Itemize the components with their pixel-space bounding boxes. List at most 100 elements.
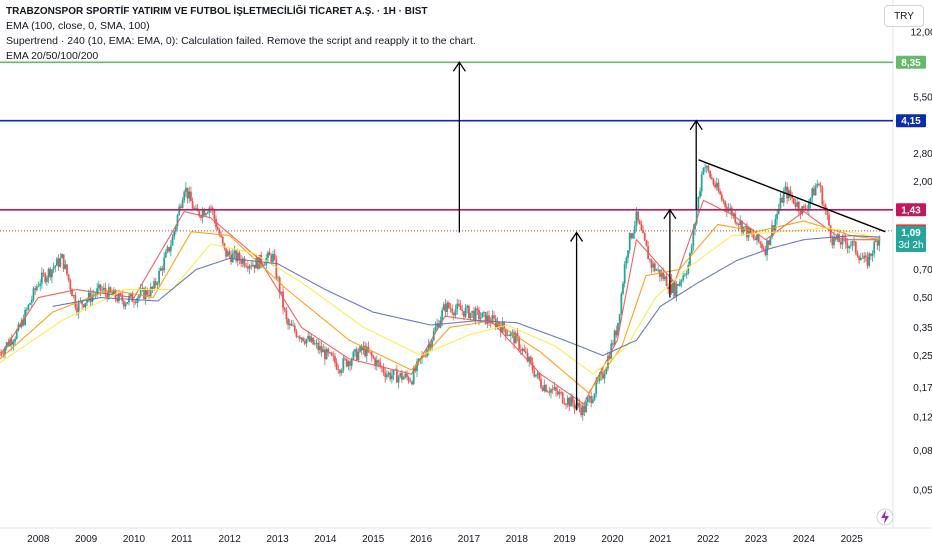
candle-body <box>56 258 58 266</box>
currency-button[interactable]: TRY <box>884 5 924 27</box>
candle-body <box>255 257 258 269</box>
candle-body <box>102 287 105 290</box>
candle-body <box>345 358 348 367</box>
candle-body <box>277 277 279 279</box>
candle-body <box>841 236 844 245</box>
price-badge-label: 8,35 <box>901 58 921 69</box>
candle-body <box>746 226 748 238</box>
candle-body <box>648 259 651 260</box>
x-tick-label: 2014 <box>314 534 337 545</box>
candle-body <box>151 286 154 289</box>
candle-body <box>292 325 294 327</box>
candle-body <box>228 251 231 255</box>
candle-body <box>541 387 544 391</box>
candle-body <box>335 362 338 370</box>
candle-body <box>359 346 361 352</box>
candle-body <box>804 208 807 210</box>
candle-body <box>844 237 847 244</box>
candle-body <box>695 210 698 224</box>
candle-body <box>446 302 449 312</box>
candle-body <box>169 245 172 252</box>
x-tick-label: 2011 <box>171 534 193 545</box>
candle-body <box>0 352 1 354</box>
candle-body <box>809 197 812 204</box>
candle-body <box>315 342 318 344</box>
candle-body <box>823 204 825 206</box>
candle-body <box>206 212 209 214</box>
trend-line <box>698 159 886 233</box>
candle-body <box>637 211 639 221</box>
candle-body <box>488 315 490 322</box>
ema-line-ema100 <box>0 227 881 375</box>
candle-body <box>45 277 48 282</box>
candle-body <box>312 337 315 345</box>
candle-body <box>203 210 206 216</box>
candle-body <box>210 207 212 209</box>
candle-body <box>186 187 189 199</box>
candle-body <box>444 304 447 312</box>
candle-body <box>370 352 373 357</box>
candle-body <box>627 250 629 258</box>
candle-body <box>514 333 517 344</box>
arrow-head <box>452 61 466 72</box>
candle-body <box>608 356 611 359</box>
indicator-ema-ribbon[interactable]: EMA 20/50/100/200 <box>6 50 99 62</box>
candle-body <box>578 402 581 408</box>
x-tick-label: 2021 <box>649 534 672 545</box>
candle-body <box>771 225 773 238</box>
candle-body <box>375 360 378 367</box>
candle-body <box>27 304 30 310</box>
candle-body <box>67 274 70 281</box>
indicator-supertrend[interactable]: Supertrend · 240 (10, EMA: EMA, 0): Calc… <box>6 35 476 47</box>
candle-body <box>283 308 286 311</box>
candle-body <box>524 351 527 353</box>
candle-body <box>528 357 531 362</box>
candle-body <box>112 290 115 295</box>
candle-body <box>523 348 526 352</box>
candle-body <box>268 252 271 256</box>
candle-body <box>437 323 440 328</box>
candle-body <box>200 216 202 218</box>
candle-body <box>605 368 608 375</box>
candle-body <box>774 219 777 231</box>
y-tick-label: 0,25 <box>913 351 932 362</box>
candle-body <box>300 337 303 339</box>
candle-body <box>111 292 114 295</box>
candle-body <box>362 345 365 351</box>
candle-body <box>516 333 519 337</box>
candle-body <box>571 396 574 404</box>
candle-body <box>250 265 253 267</box>
candle-body <box>179 206 182 209</box>
candle-body <box>712 179 715 185</box>
indicator-ema100[interactable]: EMA (100, close, 0, SMA, 100) <box>6 20 150 32</box>
candle-body <box>97 284 100 289</box>
chart-legend: TRABZONSPOR SPORTİF YATIRIM VE FUTBOL İŞ… <box>6 4 476 64</box>
candle-body <box>436 323 439 328</box>
y-tick-label: 12,00 <box>910 28 932 39</box>
price-badge-red <box>896 203 926 217</box>
x-tick-label: 2019 <box>553 534 576 545</box>
candle-body <box>441 310 444 321</box>
candle-body <box>379 362 382 367</box>
candle-body <box>848 246 850 249</box>
candle-body <box>573 403 576 409</box>
candle-body <box>777 208 780 214</box>
price-badge-label: 4,15 <box>901 116 921 127</box>
candle-body <box>873 241 876 254</box>
candle-body <box>15 330 18 339</box>
candle-body <box>692 229 695 247</box>
candle-body <box>9 339 11 347</box>
candle-body <box>82 304 85 308</box>
candle-body <box>776 213 778 220</box>
candle-body <box>424 356 427 357</box>
candle-body <box>287 318 289 325</box>
candle-body <box>344 358 346 360</box>
candle-body <box>685 273 688 275</box>
candle-body <box>674 282 676 297</box>
candle-body <box>513 332 516 344</box>
candle-body <box>39 283 42 286</box>
lightning-icon[interactable] <box>876 508 894 526</box>
candle-body <box>548 391 551 393</box>
candle-body <box>791 196 794 199</box>
